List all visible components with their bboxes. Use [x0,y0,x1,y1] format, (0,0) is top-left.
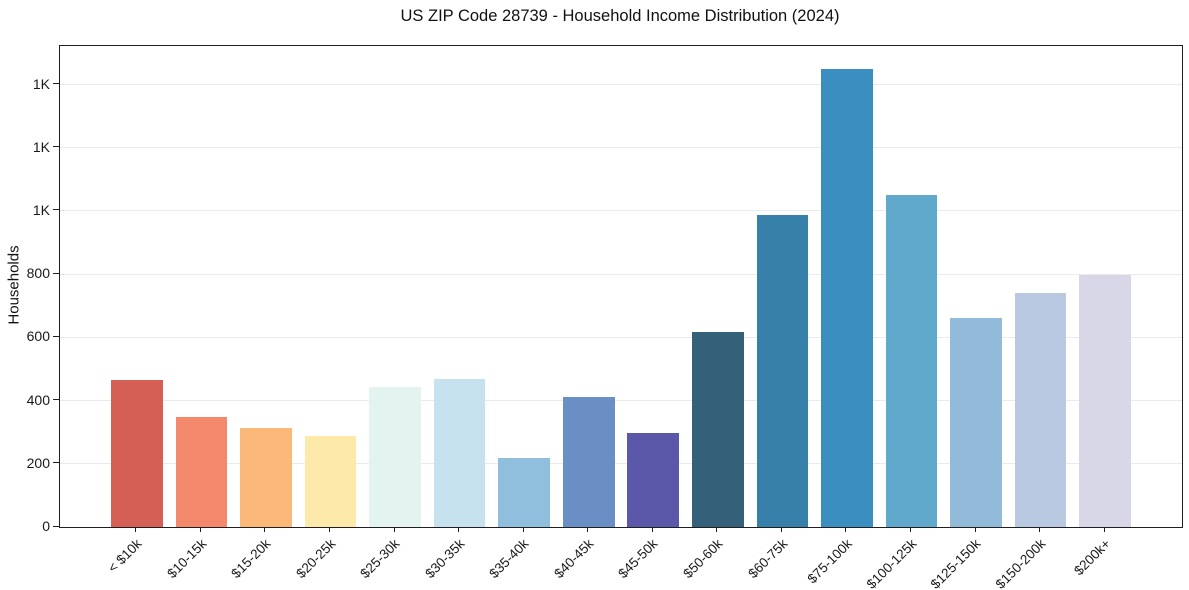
bar [304,436,357,527]
gridline [60,336,1182,338]
bar [175,417,228,527]
x-tick-mark [974,527,976,532]
x-tick-label-text: $30-35k [422,536,468,582]
x-tick-label-text: $60-75k [744,536,790,582]
bar [240,427,292,527]
x-tick-label-text: $150-200k [992,536,1049,590]
y-tick-label: 600 [26,328,50,345]
x-tick-label-text: $75-100k [804,536,855,587]
y-tick-mark [53,272,59,274]
x-tick-label-text: $50-60k [680,536,726,582]
y-tick-label: 1K [32,138,50,155]
x-tick-mark [845,527,847,532]
x-tick-mark [522,527,524,532]
bar [562,397,615,527]
gridline [60,84,1182,86]
y-tick-mark [53,335,59,337]
bar [627,433,680,527]
y-tick-mark [53,209,59,211]
y-tick-mark [53,525,59,527]
x-tick-mark [458,527,460,532]
bar [369,387,421,527]
x-tick-mark [393,527,395,532]
y-tick-label: 1K [32,75,50,92]
y-tick-mark [53,462,59,464]
x-tick-mark [199,527,201,532]
x-tick-label-text: $45-50k [615,536,661,582]
bar [1014,293,1067,527]
x-tick-mark [1103,527,1105,532]
bar [756,214,809,527]
x-tick-label-text: $35-40k [486,536,532,582]
x-tick-mark [135,527,137,532]
x-tick-mark [1039,527,1041,532]
x-tick-label-text: $40-45k [551,536,597,582]
bar [885,195,938,527]
gridline [60,463,1182,465]
x-tick-label-text: $20-25k [292,536,339,582]
y-tick-mark [53,83,59,85]
chart-title: US ZIP Code 28739 - Household Income Dis… [400,7,840,25]
plot-area [59,45,1183,528]
x-tick-mark [328,527,330,532]
y-tick-label: 0 [42,518,50,534]
x-tick-label-text: $125-150k [927,536,984,590]
x-tick-label-text: $200k+ [1070,536,1113,579]
bar [498,457,550,527]
bar [111,379,163,527]
y-tick-mark [53,146,59,148]
bar [950,317,1002,527]
gridline [60,400,1182,402]
bar [433,378,486,527]
y-tick-label: 400 [26,391,50,408]
gridline [60,273,1182,275]
gridline [60,147,1182,149]
x-tick-label-text: < $10k [104,536,145,576]
x-tick-mark [587,527,589,532]
x-tick-mark [651,527,653,532]
bar [692,331,744,527]
gridline [60,210,1182,212]
x-tick-mark [264,527,266,532]
y-axis-label: Households [5,245,23,325]
x-tick-label-text: $10-15k [163,536,209,582]
y-tick-label: 800 [26,265,50,282]
x-tick-label-text: $15-20k [228,536,274,582]
x-tick-label-text: $100-125k [863,536,920,590]
y-tick-mark [53,399,59,401]
x-tick-mark [910,527,911,532]
x-tick-label-text: $25-30k [357,536,403,582]
y-tick-label: 1K [32,201,50,218]
x-tick-mark [780,527,782,532]
bar [1079,275,1131,527]
bar [821,68,873,527]
y-tick-label: 200 [26,454,50,471]
x-tick-mark [716,527,718,532]
